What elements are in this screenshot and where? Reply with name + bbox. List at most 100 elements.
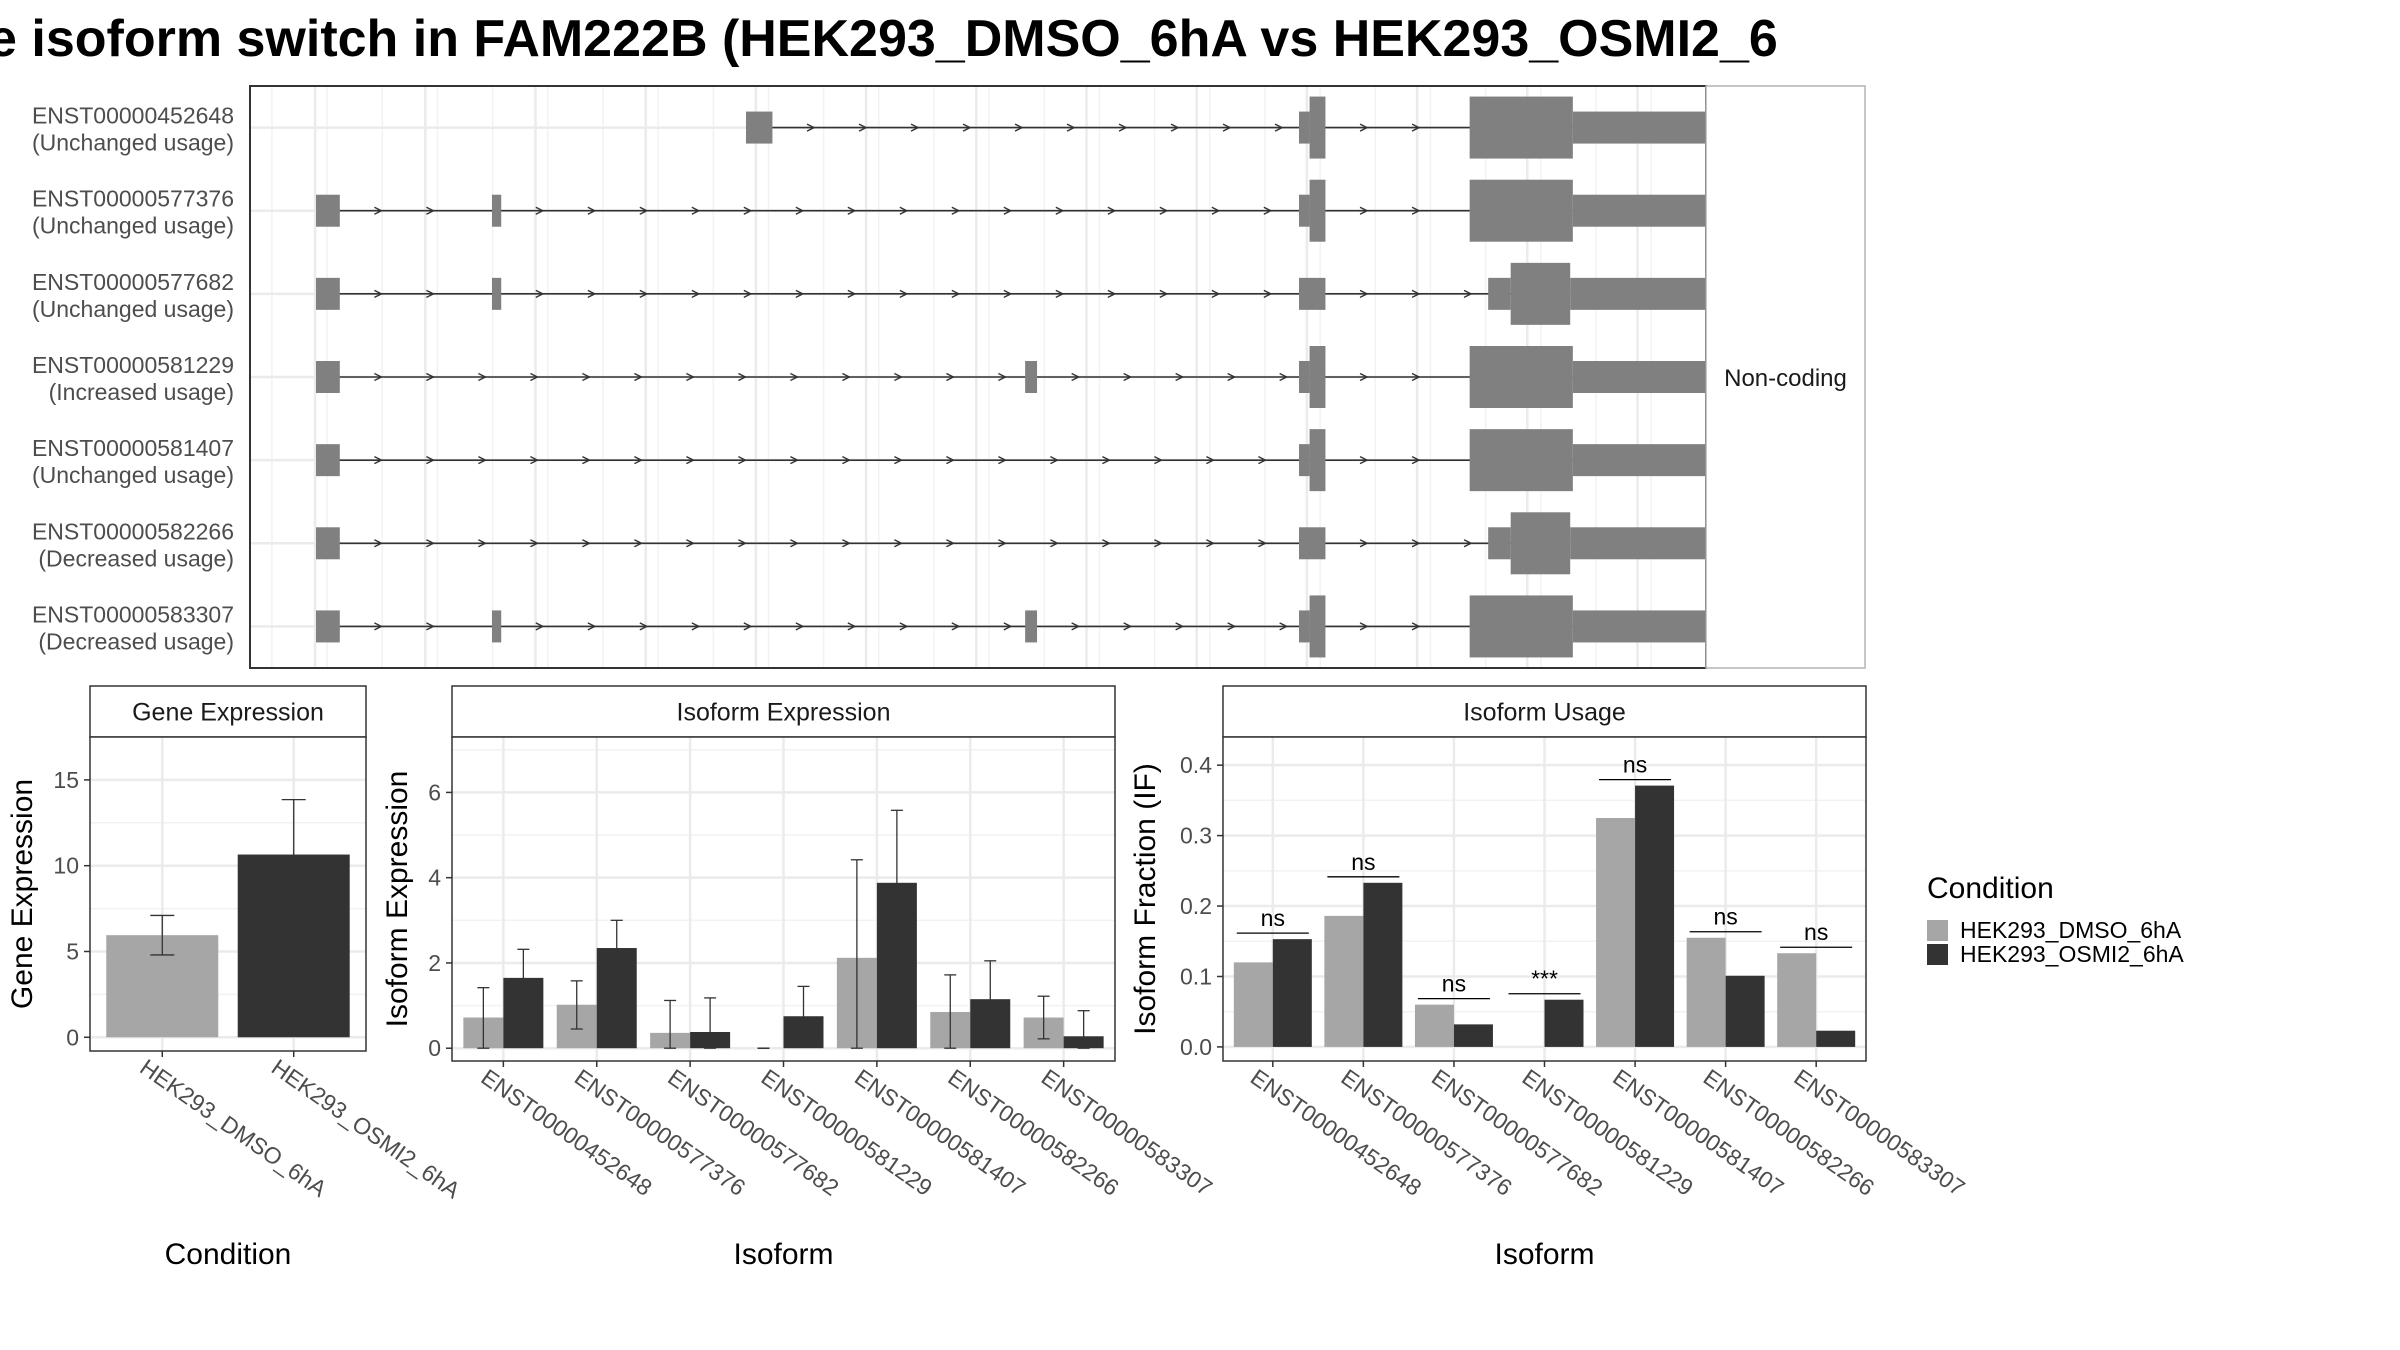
transcript-usage-label: (Unchanged usage) (32, 130, 234, 156)
intron-arrow (582, 539, 591, 548)
y-tick-label: 0.4 (1180, 752, 1212, 778)
intron-arrow (738, 539, 747, 548)
intron-arrow (686, 372, 695, 382)
panel-strip-title: Isoform Expression (677, 699, 891, 727)
exon-cds (1469, 429, 1573, 492)
intron-arrow (1411, 289, 1421, 298)
exon-cds (1309, 96, 1326, 159)
transcript-usage-label: (Decreased usage) (38, 545, 234, 571)
intron-arrow (587, 622, 597, 631)
intron-arrow (1206, 539, 1215, 548)
bar (1324, 915, 1364, 1047)
exon-cds (1469, 96, 1573, 159)
bar (1596, 818, 1636, 1047)
intron-arrow (1463, 539, 1473, 548)
y-tick-label: 4 (428, 865, 441, 891)
bar (1544, 999, 1584, 1047)
legend-label-dmso: HEK293_DMSO_6hA (1960, 917, 2182, 943)
panel-border (89, 736, 367, 1052)
intron-arrow (1227, 372, 1237, 382)
intron-arrow (894, 372, 903, 382)
intron-arrow (946, 456, 955, 465)
x-tick-label: ENST00000581407 (850, 1064, 1030, 1201)
intron-arrow (1102, 539, 1111, 548)
intron-arrow (1014, 123, 1024, 132)
transcript-usage-label: (Unchanged usage) (32, 213, 234, 239)
intron-arrow (951, 206, 961, 215)
intron-arrow (894, 456, 903, 465)
intron-arrow (634, 372, 643, 382)
intron-arrow (1263, 206, 1273, 215)
intron-arrow (790, 456, 799, 465)
intron-arrow (1359, 123, 1369, 132)
intron-arrow (1411, 123, 1421, 132)
intron-arrow (634, 456, 643, 465)
panel-strip (89, 685, 367, 738)
intron-arrow (1123, 622, 1133, 631)
exon-utr (316, 527, 340, 560)
exon-utr (316, 277, 340, 310)
exon-cds (1469, 179, 1573, 242)
figure-title: e isoform switch in FAM222B (HEK293_DMSO… (0, 10, 1778, 68)
bar (1777, 953, 1817, 1047)
intron-arrow (691, 206, 701, 215)
y-axis-title: Isoform Fraction (IF) (1129, 763, 1162, 1035)
intron-arrow (806, 123, 816, 132)
intron-arrow (1175, 372, 1185, 382)
significance-label: *** (1531, 966, 1558, 992)
intron-arrow (842, 539, 851, 548)
intron-arrow (686, 456, 695, 465)
significance-label: ns (1804, 919, 1828, 945)
intron-arrow (1003, 289, 1013, 298)
transcript-id-label: ENST00000577376 (32, 186, 234, 212)
y-axis-title: Gene Expression (6, 779, 39, 1009)
intron-arrow (426, 372, 435, 382)
y-tick-label: 5 (66, 938, 79, 964)
exon-utr (1298, 361, 1310, 393)
intron-arrow (1359, 622, 1369, 631)
isoform-expression-panel: Isoform Expression0246ENST00000452648ENS… (381, 685, 1217, 1271)
y-tick-label: 0.0 (1180, 1034, 1212, 1060)
transcript-id-label: ENST00000581407 (32, 435, 234, 461)
intron-arrow (1159, 206, 1169, 215)
intron-arrow (587, 206, 597, 215)
intron-arrow (946, 539, 955, 548)
x-tick-label: ENST00000577376 (570, 1064, 750, 1201)
intron-arrow (1123, 372, 1133, 382)
intron-arrow (790, 539, 799, 548)
intron-arrow (374, 372, 383, 382)
exon-utr (316, 444, 340, 477)
x-axis-title: Isoform (1494, 1238, 1594, 1271)
x-tick-label: ENST00000583307 (1789, 1064, 1969, 1201)
intron-arrow (1066, 123, 1076, 132)
bar (1233, 962, 1273, 1047)
intron-arrow (582, 456, 591, 465)
significance-label: ns (1442, 971, 1466, 997)
legend-title: Condition (1927, 872, 2054, 905)
exon-utr (316, 194, 340, 227)
intron-arrow (1071, 372, 1081, 382)
intron-arrow (998, 539, 1007, 548)
intron-arrow (1211, 206, 1221, 215)
intron-arrow (535, 206, 545, 215)
significance-label: ns (1261, 905, 1285, 931)
intron-arrow (1227, 622, 1237, 631)
intron-arrow (1118, 123, 1128, 132)
intron-arrow (426, 622, 435, 631)
intron-arrow (691, 289, 701, 298)
bar (1414, 1004, 1454, 1047)
exon-utr (745, 111, 773, 144)
isoform-usage-panel: Isoform Usage0.00.10.20.30.4nsENST000004… (1129, 685, 1970, 1271)
intron-arrow (998, 456, 1007, 465)
transcript-id-label: ENST00000582266 (32, 518, 234, 544)
intron-arrow (1258, 539, 1267, 548)
intron-arrow (743, 622, 753, 631)
transcript-structure-panel: ENST00000452648(Unchanged usage)ENST0000… (32, 85, 1866, 669)
intron-arrow (1175, 622, 1185, 631)
intron-arrow (1159, 289, 1169, 298)
exon-cds (1309, 595, 1326, 658)
y-tick-label: 0.2 (1180, 893, 1212, 919)
intron-arrow (1003, 622, 1013, 631)
intron-arrow (691, 622, 701, 631)
intron-arrow (790, 372, 799, 382)
